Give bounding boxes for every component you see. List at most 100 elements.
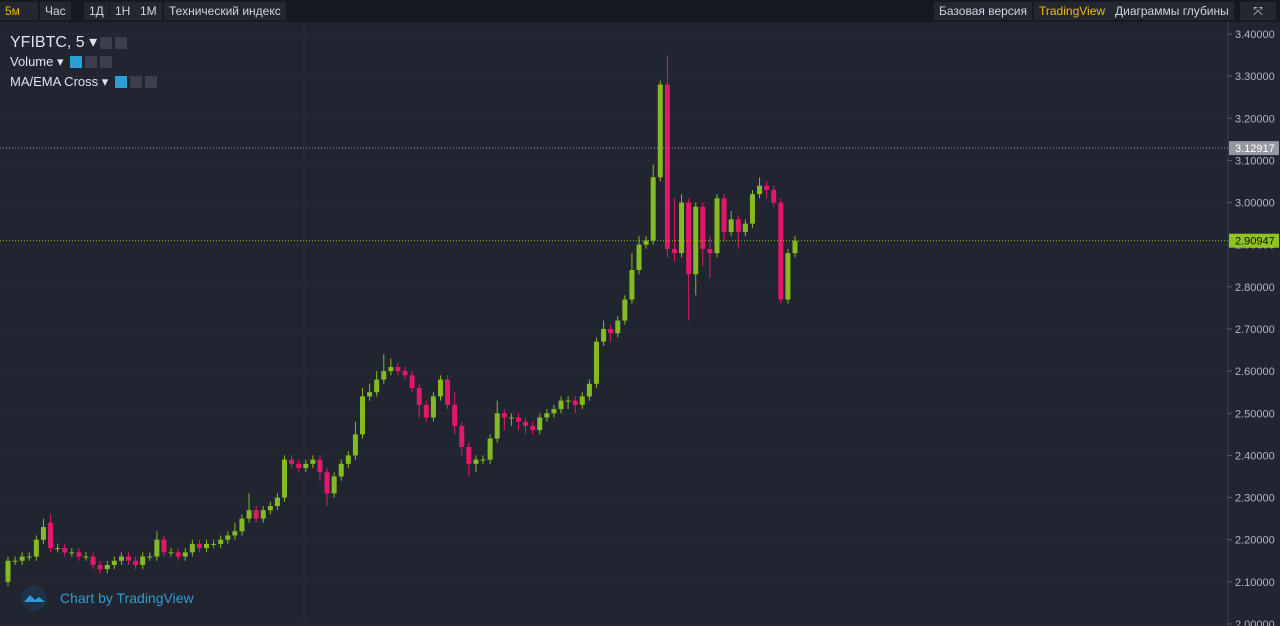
candle-body <box>749 194 755 224</box>
candle-body <box>494 413 500 439</box>
candle-body <box>90 556 96 565</box>
interval-button[interactable]: 1Д <box>84 2 109 20</box>
legend-symbol: YFIBTC, 5 ▾ <box>10 32 128 52</box>
candle-body <box>324 472 330 494</box>
candle-body <box>757 185 763 195</box>
candle-body <box>643 240 649 245</box>
price-label-box <box>1229 233 1279 248</box>
candle-body <box>310 459 316 464</box>
candle-body <box>700 206 706 249</box>
candle-body <box>218 539 224 544</box>
candle-body <box>62 548 68 553</box>
candle-body <box>303 463 309 469</box>
y-tick-label: 2.30000 <box>1235 493 1275 505</box>
candle-body <box>593 341 599 384</box>
candle-body <box>345 455 351 464</box>
interval-button[interactable]: Час <box>40 2 71 20</box>
candle-body <box>133 560 139 565</box>
candle-body <box>48 522 54 549</box>
candle-body <box>289 459 295 464</box>
candle-body <box>452 404 458 426</box>
candle-body <box>26 556 32 558</box>
watermark-text: Chart by TradingView <box>60 590 194 606</box>
study-text: MA/EMA Cross <box>10 74 99 89</box>
toolbar: 5м Час 1Д 1Н 1М Технический индекс Базов… <box>0 0 1280 22</box>
watermark-icon <box>24 595 45 602</box>
y-tick-label: 3.20000 <box>1235 113 1275 125</box>
candle-body <box>778 202 784 300</box>
candle-body <box>636 244 642 270</box>
candle-body <box>331 476 337 494</box>
candle-body <box>530 425 536 431</box>
candle-body <box>374 379 380 393</box>
candle-body <box>735 219 741 233</box>
candle-body <box>601 328 607 342</box>
watermark-icon <box>21 585 47 611</box>
candle-body <box>792 240 798 254</box>
candle-body <box>565 400 571 402</box>
y-tick-label: 2.00000 <box>1235 619 1275 626</box>
candle-body <box>253 510 259 519</box>
y-tick-label: 3.30000 <box>1235 71 1275 83</box>
candle-body <box>693 206 699 275</box>
candle-body <box>267 505 273 511</box>
candle-body <box>416 387 422 405</box>
candle-body <box>154 539 160 557</box>
y-tick-label: 2.70000 <box>1235 324 1275 336</box>
legend-study: Volume ▾ <box>10 54 113 70</box>
candle-body <box>12 560 18 562</box>
candle-body <box>572 400 578 405</box>
y-tick-label: 2.60000 <box>1235 366 1275 378</box>
candle-body <box>204 543 210 549</box>
candle-body <box>118 556 124 561</box>
candle-body <box>55 548 61 550</box>
candle-body <box>104 564 110 570</box>
candle-body <box>615 320 621 334</box>
candle-body <box>785 253 791 300</box>
candle-body <box>679 202 685 254</box>
candle-body <box>608 328 614 334</box>
price-label-box <box>1229 141 1279 156</box>
y-tick-label: 2.80000 <box>1235 282 1275 294</box>
view-button[interactable]: Базовая версия <box>934 2 1032 20</box>
candle-body <box>33 539 39 557</box>
indicators-button[interactable]: Технический индекс <box>164 2 286 20</box>
candle-body <box>742 223 748 233</box>
candle-body <box>225 535 231 540</box>
candle-body <box>352 434 358 456</box>
view-button[interactable]: TradingView <box>1034 2 1111 20</box>
candle-body <box>629 269 635 300</box>
y-tick-label: 2.10000 <box>1235 577 1275 589</box>
candle-body <box>147 556 153 558</box>
candle-body <box>246 510 252 519</box>
view-button[interactable]: Диаграммы глубины <box>1110 2 1234 20</box>
candle-body <box>196 543 202 549</box>
price-label: 3.12917 <box>1235 143 1275 155</box>
candle-body <box>5 560 11 582</box>
interval-button[interactable]: 1М <box>135 2 162 20</box>
candle-body <box>473 459 479 464</box>
candle-body <box>69 552 75 554</box>
candle-body <box>97 564 103 570</box>
candle-body <box>239 518 245 532</box>
candle-body <box>83 556 89 558</box>
watermark: Chart by TradingView <box>21 585 194 611</box>
chart-background <box>0 22 1280 626</box>
candle-body <box>728 219 734 233</box>
fullscreen-button[interactable]: ⤧ <box>1240 2 1276 20</box>
candle-body <box>437 379 443 397</box>
candle-body <box>707 248 713 254</box>
interval-button[interactable]: 5м <box>0 2 38 20</box>
candle-body <box>622 299 628 321</box>
candle-body <box>388 366 394 372</box>
candle-body <box>579 396 585 405</box>
y-tick-label: 2.40000 <box>1235 450 1275 462</box>
candle-body <box>501 413 507 418</box>
interval-button[interactable]: 1Н <box>110 2 136 20</box>
price-label: 2.90947 <box>1235 236 1275 248</box>
candle-body <box>657 84 663 178</box>
candle-body <box>317 459 323 473</box>
y-tick-label: 2.20000 <box>1235 535 1275 547</box>
candle-body <box>76 552 82 557</box>
